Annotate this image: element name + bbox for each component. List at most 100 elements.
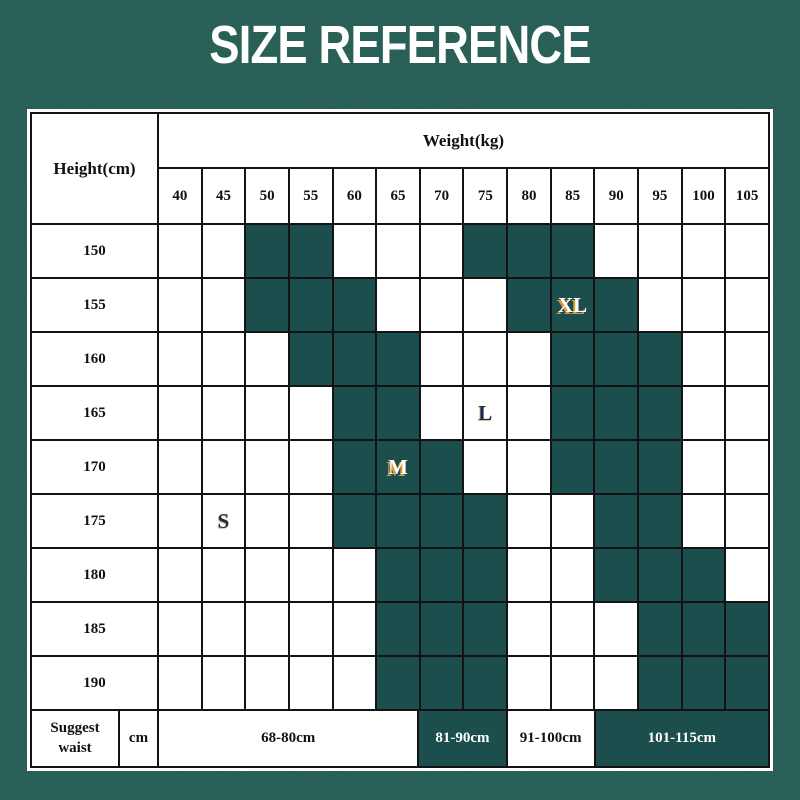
grid-cell [508, 441, 550, 493]
size-zone-cell [333, 441, 376, 493]
grid-cell [508, 333, 550, 385]
size-zone-cell [551, 387, 594, 439]
size-zone-cell [508, 225, 550, 277]
size-zone-cell [639, 495, 681, 547]
grid-cell [551, 657, 594, 709]
size-zone-cell [464, 495, 507, 547]
size-zone-cell [333, 387, 376, 439]
size-marker-s: S [217, 508, 230, 533]
grid-cell: S [202, 495, 245, 547]
grid-cell [246, 441, 288, 493]
grid-cell [595, 225, 638, 277]
grid-cell [726, 279, 768, 331]
grid-cell [508, 495, 550, 547]
grid-cell [726, 495, 768, 547]
weight-col-label: 60 [333, 169, 376, 223]
grid-cell [246, 657, 288, 709]
grid-cell [420, 225, 463, 277]
size-zone-cell [595, 441, 638, 493]
suggest-waist-label: Suggest waist [32, 711, 118, 766]
size-zone-cell [551, 333, 594, 385]
size-zone-cell [420, 495, 463, 547]
grid-cell [682, 441, 725, 493]
weight-col-label: 70 [420, 169, 463, 223]
size-zone-cell [682, 603, 725, 655]
weight-col-label: 105 [726, 169, 768, 223]
grid-cell [726, 549, 768, 601]
grid-cell [202, 441, 245, 493]
grid-cell [420, 279, 463, 331]
waist-range-segment: 101-115cm [595, 711, 768, 766]
weight-col-label: 55 [289, 169, 332, 223]
size-zone-cell [639, 603, 681, 655]
grid-cell [202, 549, 245, 601]
size-marker-l: L [478, 400, 493, 425]
grid-cell [726, 333, 768, 385]
size-zone-cell [464, 549, 507, 601]
grid-cell [159, 495, 201, 547]
size-zone-cell [464, 603, 507, 655]
grid-cell [246, 549, 288, 601]
size-zone-cell [420, 603, 463, 655]
size-zone-cell [377, 657, 419, 709]
size-zone-cell [333, 279, 376, 331]
size-zone-cell [246, 279, 288, 331]
grid-cell [682, 387, 725, 439]
weight-col-label: 40 [159, 169, 201, 223]
size-zone-cell [377, 333, 419, 385]
page-title: SIZE REFERENCE [209, 15, 591, 75]
size-zone-cell [377, 549, 419, 601]
size-zone-cell [595, 495, 638, 547]
size-marker-xl: XL [558, 292, 588, 317]
grid-cell [551, 549, 594, 601]
height-row-label: 190 [32, 657, 157, 709]
grid-cell [159, 387, 201, 439]
grid-cell [682, 495, 725, 547]
grid-cell [508, 549, 550, 601]
height-row-label: 185 [32, 603, 157, 655]
grid-cell [420, 333, 463, 385]
height-row-label: 160 [32, 333, 157, 385]
size-zone-cell [289, 225, 332, 277]
grid-cell [202, 603, 245, 655]
grid-cell [639, 279, 681, 331]
size-zone-cell [420, 549, 463, 601]
size-zone-cell [639, 387, 681, 439]
size-zone-cell [508, 279, 550, 331]
suggest-waist-row: Suggest waist cm 68-80cm 81-90cm 91-100cm 101… [32, 711, 768, 766]
size-zone-cell [551, 225, 594, 277]
grid-cell [508, 603, 550, 655]
grid-cell [639, 225, 681, 277]
size-zone-cell [464, 225, 507, 277]
size-zone-cell [377, 387, 419, 439]
waist-range-segment: 81-90cm [419, 711, 506, 766]
size-table: Height(cm) Weight(kg) 40 45 50 55 60 65 70 75 80 85… [30, 112, 770, 768]
grid-cell [159, 657, 201, 709]
grid-cell: L [464, 387, 507, 439]
grid-cell [159, 333, 201, 385]
weight-col-label: 75 [464, 169, 507, 223]
height-row-label: 170 [32, 441, 157, 493]
weight-col-label: 95 [639, 169, 681, 223]
grid-cell [726, 441, 768, 493]
grid-cell [464, 441, 507, 493]
size-zone-cell: M [377, 441, 419, 493]
height-row-label: 150 [32, 225, 157, 277]
grid-cell [246, 495, 288, 547]
size-zone-cell [333, 333, 376, 385]
grid-cell [202, 387, 245, 439]
grid-cell [551, 495, 594, 547]
weight-col-label: 50 [246, 169, 288, 223]
grid-cell [551, 603, 594, 655]
size-zone-cell [420, 657, 463, 709]
grid-cell [159, 279, 201, 331]
size-zone-cell [726, 603, 768, 655]
grid-cell [289, 549, 332, 601]
size-zone-cell [595, 333, 638, 385]
size-zone-cell [420, 441, 463, 493]
height-row-label: 155 [32, 279, 157, 331]
grid-cell [377, 279, 419, 331]
grid-cell [508, 657, 550, 709]
size-zone-cell [682, 657, 725, 709]
